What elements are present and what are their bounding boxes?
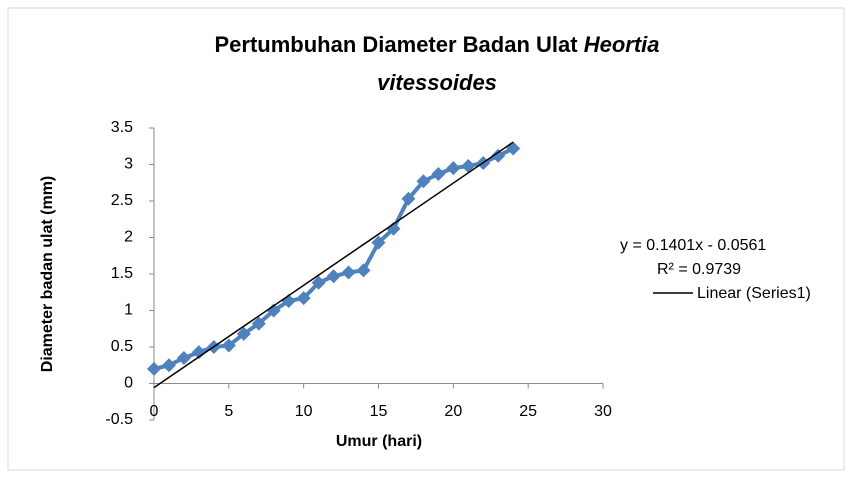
marker [401, 191, 416, 206]
title-italic: vitessoides [377, 70, 497, 95]
y-tick-label: 3 [124, 156, 133, 173]
marker [416, 174, 431, 189]
marker [296, 291, 311, 306]
y-tick-label: 3.5 [111, 119, 133, 136]
marker [236, 326, 251, 341]
trendline [153, 141, 514, 389]
title-italic: Heortia [584, 32, 660, 57]
marker [491, 148, 506, 163]
x-tick-label: 5 [224, 403, 233, 420]
legend-label: Linear (Series1) [697, 285, 811, 302]
marker [431, 166, 446, 181]
x-tick-label: 20 [444, 403, 462, 420]
x-tick-label: 25 [519, 403, 537, 420]
x-tick-label: 30 [594, 403, 612, 420]
x-tick-label: 15 [370, 403, 388, 420]
marker [356, 263, 371, 278]
marker [266, 303, 281, 318]
y-tick-label: 1 [124, 302, 133, 319]
y-tick-label: 2 [124, 229, 133, 246]
x-tick-label: 10 [295, 403, 313, 420]
trendline-equation: y = 0.1401x - 0.0561 [620, 237, 766, 254]
y-tick-label: 0.5 [111, 338, 133, 355]
marker [221, 338, 236, 353]
chart-frame [7, 7, 845, 471]
y-tick-label: 2.5 [111, 192, 133, 209]
marker [326, 269, 341, 284]
marker [161, 358, 176, 373]
marker [341, 265, 356, 280]
marker [371, 235, 386, 250]
y-tick-label: -0.5 [105, 411, 133, 428]
marker [191, 345, 206, 360]
marker [461, 158, 476, 173]
marker [147, 361, 161, 376]
trendline-r2: R² = 0.9739 [657, 261, 741, 278]
x-tick-label: 0 [150, 403, 159, 420]
marker [311, 275, 326, 290]
marker [251, 316, 266, 331]
y-axis-title: Diameter badan ulat (mm) [39, 176, 56, 372]
chart-title: Pertumbuhan Diameter Badan Ulat Heortia [215, 32, 660, 57]
marker [446, 161, 461, 176]
title-text: Pertumbuhan Diameter Badan Ulat [215, 32, 579, 57]
y-tick-label: 0 [124, 375, 133, 392]
marker [176, 350, 191, 365]
marker [386, 221, 401, 236]
x-axis-title: Umur (hari) [336, 433, 422, 450]
y-tick-label: 1.5 [111, 265, 133, 282]
